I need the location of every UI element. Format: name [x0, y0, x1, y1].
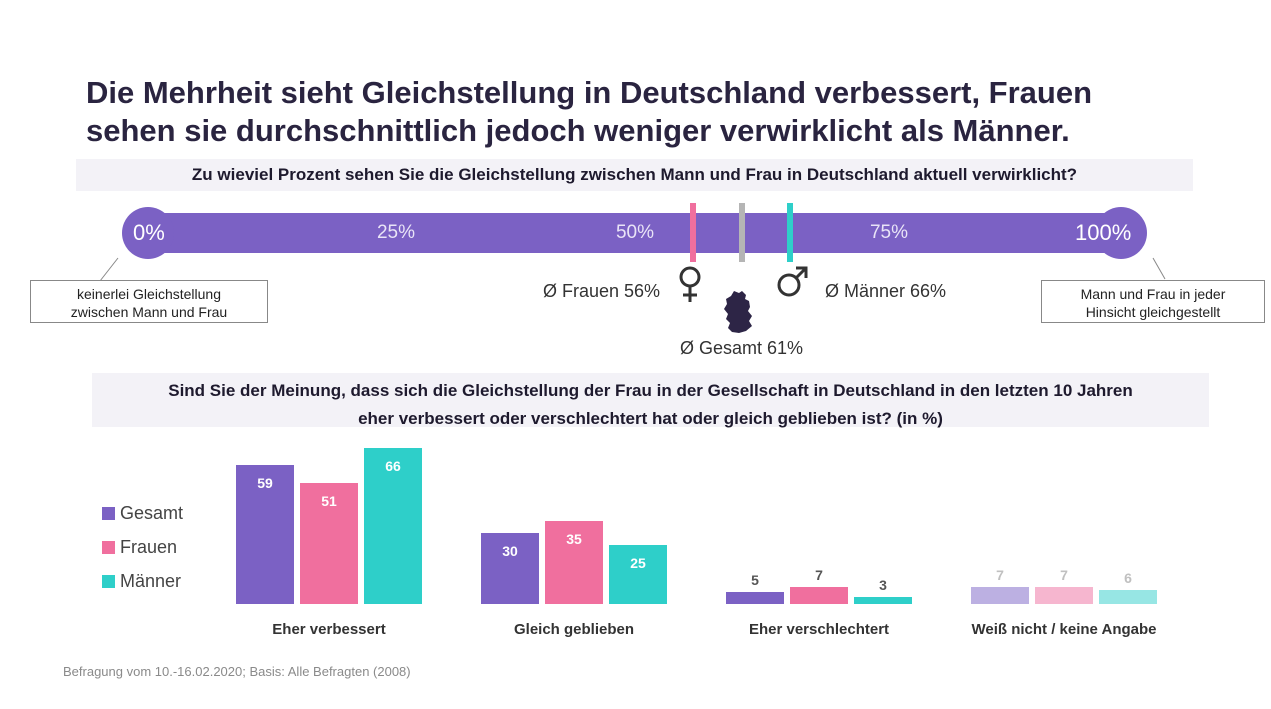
scale-tick-75: 75% [869, 222, 909, 243]
percentage-scale-bar [148, 213, 1120, 253]
scale-label-0: 0% [133, 220, 165, 245]
scale-label-100: 100% [1075, 220, 1132, 245]
page-title: Die Mehrheit sieht Gleichstellung in Deu… [86, 74, 1186, 150]
frauen-average-marker [689, 203, 696, 262]
male-symbol-icon [777, 266, 808, 297]
legend-label-gesamt: Gesamt [120, 502, 184, 523]
left-scale-note: keinerlei Gleichstellung zwischen Mann u… [30, 280, 268, 323]
question-2-box: Sind Sie der Meinung, dass sich die Glei… [92, 373, 1209, 428]
female-symbol-icon [679, 266, 701, 302]
gesamt-average-label: Ø Gesamt 61% [680, 338, 804, 358]
legend-swatch-maenner [102, 574, 115, 588]
scale-tick-25: 25% [376, 222, 416, 243]
scale-tick-50: 50% [615, 222, 655, 243]
maenner-average-label: Ø Männer 66% [825, 281, 947, 301]
gesamt-average-marker [738, 203, 745, 262]
frauen-average-label: Ø Frauen 56% [543, 281, 661, 301]
maenner-average-marker [787, 203, 794, 262]
right-note-line-2: Hinsicht gleichgestellt [1085, 304, 1221, 320]
right-scale-note: Mann und Frau in jeder Hinsicht gleichge… [1041, 280, 1265, 323]
title-line-2: sehen sie durchschnittlich jedoch wenige… [86, 113, 1070, 148]
legend-label-frauen: Frauen [120, 536, 178, 557]
scale-end-cap [1095, 207, 1147, 259]
right-note-line-1: Mann und Frau in jeder [1080, 286, 1226, 302]
germany-map-icon [724, 291, 752, 333]
question-1-text: Zu wieviel Prozent sehen Sie die Gleichs… [191, 165, 1078, 184]
scale-start-cap [122, 207, 174, 259]
title-line-1: Die Mehrheit sieht Gleichstellung in Deu… [86, 75, 1093, 110]
legend-item-maenner: Männer [102, 564, 183, 598]
footer-source-note: Befragung vom 10.-16.02.2020; Basis: All… [63, 664, 411, 679]
left-note-line-2: zwischen Mann und Frau [70, 304, 228, 320]
legend-swatch-gesamt [102, 506, 115, 520]
left-note-line-1: keinerlei Gleichstellung [77, 286, 221, 302]
question-1-box: Zu wieviel Prozent sehen Sie die Gleichs… [76, 159, 1193, 191]
legend-swatch-frauen [102, 540, 115, 554]
legend-item-frauen: Frauen [102, 530, 183, 564]
legend-label-maenner: Männer [120, 570, 182, 591]
chart-legend: Gesamt Frauen Männer [102, 496, 183, 598]
legend-item-gesamt: Gesamt [102, 496, 183, 530]
question-2-line-1: Sind Sie der Meinung, dass sich die Glei… [168, 381, 1133, 400]
question-2-line-2: eher verbessert oder verschlechtert hat … [358, 409, 943, 428]
